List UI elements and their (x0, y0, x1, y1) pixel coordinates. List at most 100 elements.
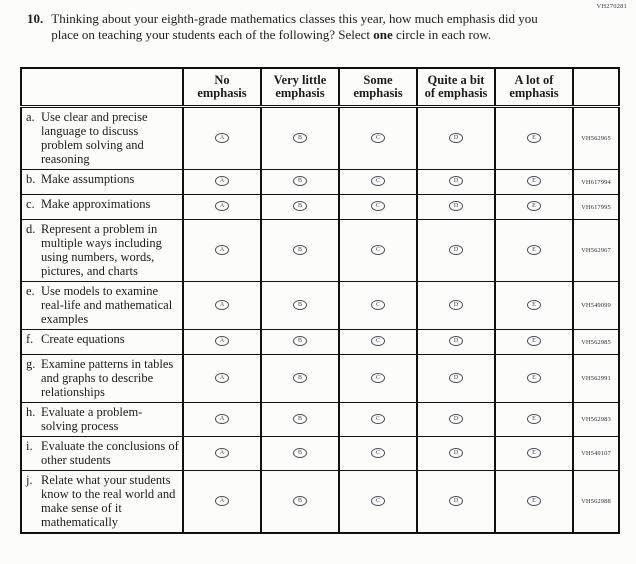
option-cell-very-little: B (260, 219, 340, 282)
column-header-very-little-emphasis: Very little emphasis (260, 67, 340, 108)
radio-option-e[interactable]: E (527, 201, 541, 211)
row-statement: Make approximations (41, 197, 151, 211)
radio-option-d[interactable]: D (449, 176, 463, 186)
radio-option-d[interactable]: D (449, 132, 463, 143)
row-statement: Use models to examine real-life and math… (41, 284, 173, 326)
radio-option-a[interactable]: A (215, 447, 229, 458)
page-code: VH270281 (596, 3, 627, 10)
option-cell-some: C (338, 470, 418, 534)
radio-option-c[interactable]: C (371, 244, 385, 255)
option-cell-some: C (338, 329, 418, 355)
radio-option-b[interactable]: B (293, 176, 307, 186)
radio-option-d[interactable]: D (449, 372, 463, 383)
option-cell-no-emphasis: A (182, 354, 262, 403)
radio-option-c[interactable]: C (371, 413, 385, 424)
radio-option-b[interactable]: B (293, 336, 307, 346)
radio-option-d[interactable]: D (449, 495, 463, 506)
radio-option-a[interactable]: A (215, 201, 229, 211)
radio-option-a[interactable]: A (215, 372, 229, 383)
row-letter: f. (26, 332, 34, 346)
radio-option-c[interactable]: C (371, 495, 385, 506)
radio-option-a[interactable]: A (215, 495, 229, 506)
question-text: Thinking about your eighth-grade mathema… (51, 11, 563, 42)
radio-option-e[interactable]: E (527, 447, 541, 458)
radio-option-c[interactable]: C (371, 447, 385, 458)
radio-option-e[interactable]: E (527, 495, 541, 506)
row-statement-cell: a. Use clear and precise language to disc… (20, 106, 184, 170)
header-code-cell (572, 67, 620, 108)
radio-option-e[interactable]: E (527, 299, 541, 310)
radio-option-e[interactable]: E (527, 336, 541, 346)
radio-option-c[interactable]: C (371, 299, 385, 310)
option-cell-no-emphasis: A (182, 106, 262, 170)
header-row: No emphasis Very little emphasis Some empha… (20, 67, 620, 108)
radio-option-c[interactable]: C (371, 176, 385, 186)
option-cell-quite-a-bit: D (416, 436, 496, 471)
row-code: VH562983 (572, 402, 620, 437)
radio-option-e[interactable]: E (527, 244, 541, 255)
row-statement: Create equations (41, 332, 125, 346)
radio-option-a[interactable]: A (215, 336, 229, 346)
radio-option-a[interactable]: A (215, 244, 229, 255)
row-code: VH562988 (572, 470, 620, 534)
option-cell-no-emphasis: A (182, 281, 262, 330)
radio-option-c[interactable]: C (371, 201, 385, 211)
radio-option-e[interactable]: E (527, 132, 541, 143)
row-letter: c. (26, 197, 35, 211)
option-cell-some: C (338, 354, 418, 403)
table-row-c: c. Make approximations A B C D E VH617995 (20, 194, 620, 220)
radio-option-e[interactable]: E (527, 372, 541, 383)
row-statement: Evaluate a problem-solving process (41, 405, 143, 433)
option-cell-a-lot: E (494, 470, 574, 534)
option-cell-quite-a-bit: D (416, 169, 496, 195)
table-row-a: a. Use clear and precise language to disc… (20, 106, 620, 170)
radio-option-b[interactable]: B (293, 244, 307, 255)
option-cell-very-little: B (260, 194, 340, 220)
row-letter: j. (26, 473, 33, 487)
option-cell-very-little: B (260, 402, 340, 437)
radio-option-c[interactable]: C (371, 372, 385, 383)
radio-option-a[interactable]: A (215, 176, 229, 186)
radio-option-a[interactable]: A (215, 413, 229, 424)
row-statement: Relate what your students know to the re… (41, 473, 176, 529)
radio-option-b[interactable]: B (293, 447, 307, 458)
radio-option-d[interactable]: D (449, 201, 463, 211)
table-row-i: i. Evaluate the conclusions of other stud… (20, 436, 620, 471)
radio-option-b[interactable]: B (293, 201, 307, 211)
radio-option-b[interactable]: B (293, 413, 307, 424)
radio-option-d[interactable]: D (449, 299, 463, 310)
option-cell-a-lot: E (494, 436, 574, 471)
row-code: VH562965 (572, 106, 620, 170)
table-row-g: g. Examine patterns in tables and graphs … (20, 354, 620, 403)
radio-option-b[interactable]: B (293, 132, 307, 143)
row-letter: a. (26, 110, 35, 124)
table-row-d: d. Represent a problem in multiple ways i… (20, 219, 620, 282)
row-code: VH617995 (572, 194, 620, 220)
option-cell-quite-a-bit: D (416, 402, 496, 437)
option-cell-some: C (338, 169, 418, 195)
radio-option-c[interactable]: C (371, 132, 385, 143)
option-cell-no-emphasis: A (182, 169, 262, 195)
option-cell-some: C (338, 106, 418, 170)
radio-option-a[interactable]: A (215, 132, 229, 143)
radio-option-a[interactable]: A (215, 299, 229, 310)
row-code: VH617994 (572, 169, 620, 195)
radio-option-d[interactable]: D (449, 244, 463, 255)
row-code: VH549107 (572, 436, 620, 471)
radio-option-b[interactable]: B (293, 372, 307, 383)
radio-option-c[interactable]: C (371, 336, 385, 346)
radio-option-d[interactable]: D (449, 413, 463, 424)
radio-option-d[interactable]: D (449, 336, 463, 346)
row-statement: Make assumptions (41, 172, 135, 186)
table-row-b: b. Make assumptions A B C D E VH617994 (20, 169, 620, 195)
radio-option-d[interactable]: D (449, 447, 463, 458)
radio-option-b[interactable]: B (293, 495, 307, 506)
radio-option-e[interactable]: E (527, 176, 541, 186)
option-cell-a-lot: E (494, 169, 574, 195)
radio-option-b[interactable]: B (293, 299, 307, 310)
radio-option-e[interactable]: E (527, 413, 541, 424)
column-header-a-lot-of-emphasis: A lot of emphasis (494, 67, 574, 108)
column-header-quite-a-bit-of-emphasis: Quite a bit of emphasis (416, 67, 496, 108)
option-cell-some: C (338, 219, 418, 282)
table-row-f: f. Create equations A B C D E VH562985 (20, 329, 620, 355)
